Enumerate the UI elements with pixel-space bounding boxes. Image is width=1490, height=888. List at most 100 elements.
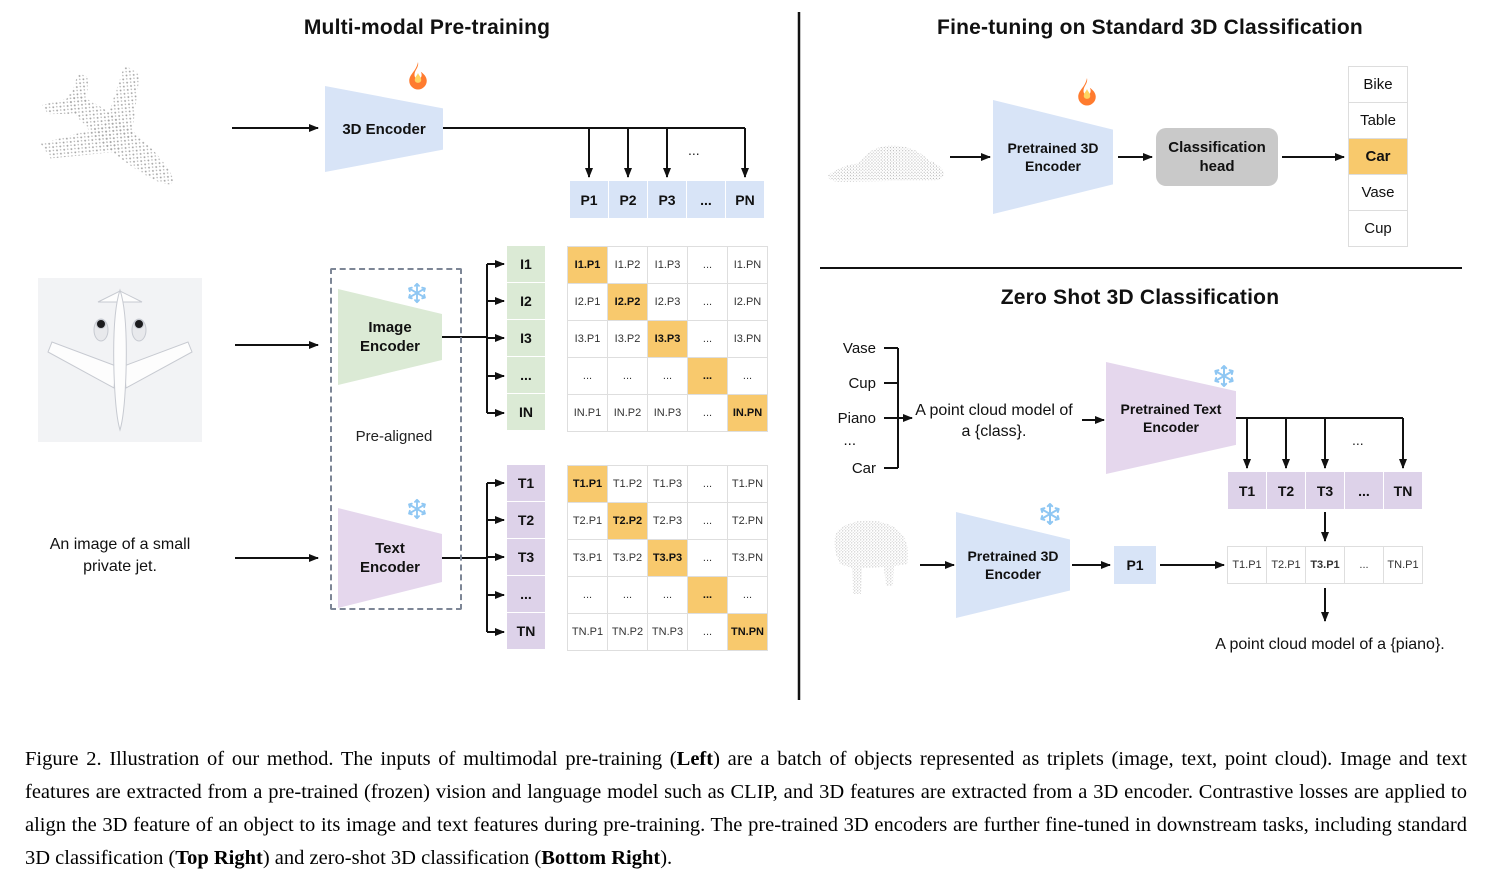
matrix-cell: I2.P2	[607, 283, 648, 321]
text-feature-column: T1 T2 T3... TN	[507, 465, 545, 649]
class-prediction-list: Bike Table Car Vase Cup	[1348, 66, 1408, 247]
zeroshot-class-label: Vase	[842, 340, 876, 357]
matrix-cell: TN.PN	[727, 613, 768, 651]
matrix-cell: ...	[687, 283, 728, 321]
snowflake-icon	[406, 282, 428, 304]
matrix-cell: T3.P1	[567, 539, 608, 577]
similarity-cell: T2.P1	[1266, 546, 1306, 584]
text-encoder-label-1: Text	[375, 540, 405, 557]
prompt-text: A point cloud model of a {class}.	[908, 400, 1080, 442]
similarity-row: T1.P1 T2.P1 T3.P1... TN.P1	[1227, 546, 1423, 584]
fanout-ellipsis: ...	[688, 142, 700, 158]
caption-segment: Figure 2. Illustration of our method. Th…	[25, 747, 677, 770]
result-prompt: A point cloud model of a {piano}.	[1215, 636, 1445, 653]
image-point-similarity-matrix: I1.P1 I1.P2 I1.P3... I1.PN I2.P1 I2.P2 I2.P3..…	[567, 246, 768, 432]
image-feature-cell: I2	[507, 283, 545, 319]
airplane-photo	[38, 278, 202, 442]
matrix-cell: T1.PN	[727, 465, 768, 503]
matrix-cell: TN.P2	[607, 613, 648, 651]
classification-head-label-1: Classification	[1168, 139, 1266, 156]
matrix-cell: T2.P3	[647, 502, 688, 540]
matrix-cell: ...	[687, 357, 728, 395]
matrix-cell: T2.PN	[727, 502, 768, 540]
matrix-cell: T2.P2	[607, 502, 648, 540]
fire-icon	[1072, 76, 1102, 106]
matrix-cell: T1.P1	[567, 465, 608, 503]
fanout-ellipsis: ...	[1352, 432, 1364, 448]
pretrained-text-encoder-label-1: Pretrained Text	[1120, 401, 1222, 417]
matrix-cell: ...	[727, 357, 768, 395]
matrix-cell: T3.PN	[727, 539, 768, 577]
class-list-item: Vase	[1348, 174, 1408, 211]
text-feature-cell: T2	[507, 502, 545, 538]
p-feature-cell: P1	[570, 181, 608, 218]
matrix-cell: ...	[647, 576, 688, 614]
class-list-item: Bike	[1348, 66, 1408, 103]
matrix-cell: ...	[687, 539, 728, 577]
car-point-cloud	[828, 145, 944, 182]
matrix-cell: I3.PN	[727, 320, 768, 358]
encoder-3d: 3D Encoder	[325, 86, 443, 172]
matrix-cell: ...	[687, 320, 728, 358]
prompt-line1: A point cloud model of	[915, 402, 1073, 419]
pretraining-title: Multi-modal Pre-training	[303, 16, 551, 39]
matrix-cell: I1.P1	[567, 246, 608, 284]
piano-point-cloud	[834, 520, 908, 594]
matrix-cell: I1.P2	[607, 246, 648, 284]
prompt-line2: a {class}.	[961, 423, 1027, 440]
t-feature-cell: ...	[1345, 472, 1383, 509]
matrix-cell: I1.P3	[647, 246, 688, 284]
matrix-cell: I1.PN	[727, 246, 768, 284]
matrix-cell: T2.P1	[567, 502, 608, 540]
text-input-caption: An image of a small private jet.	[26, 534, 214, 578]
p-feature-row: P1 P2 P3... PN	[570, 181, 764, 218]
matrix-cell: T1.P2	[607, 465, 648, 503]
p-feature-cell: PN	[726, 181, 764, 218]
text-feature-cell: ...	[507, 576, 545, 612]
class-list-item: Car	[1348, 138, 1408, 175]
zeroshot-t-row: T1 T2 T3... TN	[1228, 472, 1422, 509]
matrix-cell: IN.PN	[727, 394, 768, 432]
matrix-cell: ...	[687, 576, 728, 614]
finetune-title: Fine-tuning on Standard 3D Classificatio…	[937, 16, 1363, 39]
pretrained-3d-encoder-label-2: Encoder	[1024, 158, 1081, 174]
caption-segment: Left	[676, 747, 714, 770]
snowflake-icon	[1212, 364, 1236, 388]
zeroshot-class-names: Vase Cup Piano... Car	[814, 340, 880, 490]
matrix-cell: ...	[687, 246, 728, 284]
matrix-cell: IN.P3	[647, 394, 688, 432]
matrix-cell: ...	[607, 576, 648, 614]
pretrained-3d-encoder-label-1: Pretrained 3D	[1007, 140, 1099, 156]
snowflake-icon	[406, 498, 428, 520]
text-input-line1: An image of a small	[49, 536, 191, 553]
zeroshot-class-label: Car	[851, 460, 876, 477]
class-list-item: Table	[1348, 102, 1408, 139]
t-feature-cell: T2	[1267, 472, 1305, 509]
image-feature-cell: I3	[507, 320, 545, 356]
matrix-cell: TN.P3	[647, 613, 688, 651]
text-point-similarity-matrix: T1.P1 T1.P2 T1.P3... T1.PN T2.P1 T2.P2 T2.P3..…	[567, 465, 768, 651]
pretrained-3d-encoder-finetune: Pretrained 3D Encoder	[993, 100, 1113, 214]
fire-icon	[403, 60, 433, 90]
matrix-cell: T3.P3	[647, 539, 688, 577]
matrix-cell: T3.P2	[607, 539, 648, 577]
pretrained-3d-encoder-zs-label-1: Pretrained 3D	[967, 548, 1059, 564]
encoder-3d-label: 3D Encoder	[342, 120, 426, 138]
text-feature-cell: T3	[507, 539, 545, 575]
p-feature-cell: ...	[687, 181, 725, 218]
matrix-cell: ...	[727, 576, 768, 614]
pretrained-3d-encoder-zs-label-2: Encoder	[984, 566, 1041, 582]
matrix-cell: ...	[567, 357, 608, 395]
matrix-cell: ...	[687, 465, 728, 503]
image-feature-cell: IN	[507, 394, 545, 430]
matrix-cell: ...	[647, 357, 688, 395]
zeroshot-class-label: ...	[843, 432, 856, 449]
matrix-cell: ...	[687, 613, 728, 651]
similarity-cell: T3.P1	[1305, 546, 1345, 584]
caption-segment: Bottom Right	[541, 846, 661, 869]
prealigned-box	[330, 268, 462, 610]
text-input-line2: private jet.	[83, 558, 157, 575]
caption-segment: ).	[660, 846, 673, 869]
p-feature-cell: P3	[648, 181, 686, 218]
